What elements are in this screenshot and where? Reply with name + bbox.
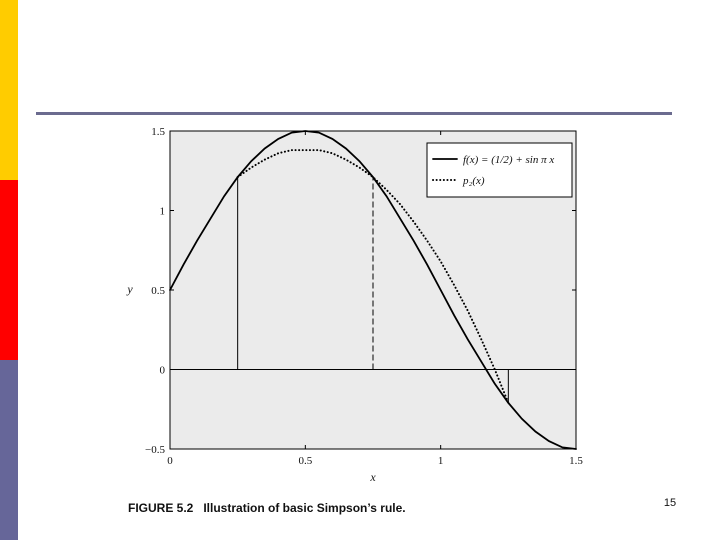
y-tick-label: 1 <box>160 206 166 218</box>
y-tick-label: −0.5 <box>145 444 165 456</box>
accent-bar <box>0 0 18 180</box>
y-axis-label: y <box>126 282 133 296</box>
figure-caption: FIGURE 5.2 Illustration of basic Simpson… <box>128 501 406 515</box>
y-tick-label: 0 <box>160 365 166 377</box>
y-tick-label: 1.5 <box>151 126 165 138</box>
page-number: 15 <box>664 497 676 509</box>
x-tick-label: 1.5 <box>569 455 583 467</box>
accent-bar <box>0 360 18 540</box>
x-tick-label: 1 <box>438 455 444 467</box>
x-axis-label: x <box>369 470 376 484</box>
x-tick-label: 0 <box>167 455 173 467</box>
x-tick-label: 0.5 <box>298 455 312 467</box>
legend-label: f(x) = (1/2) + sin π x <box>463 154 554 166</box>
legend-box <box>426 142 573 198</box>
title-rule <box>36 112 672 115</box>
accent-bar <box>0 180 18 360</box>
y-tick-label: 0.5 <box>151 285 165 297</box>
legend-label: p₂(x) <box>462 175 485 187</box>
